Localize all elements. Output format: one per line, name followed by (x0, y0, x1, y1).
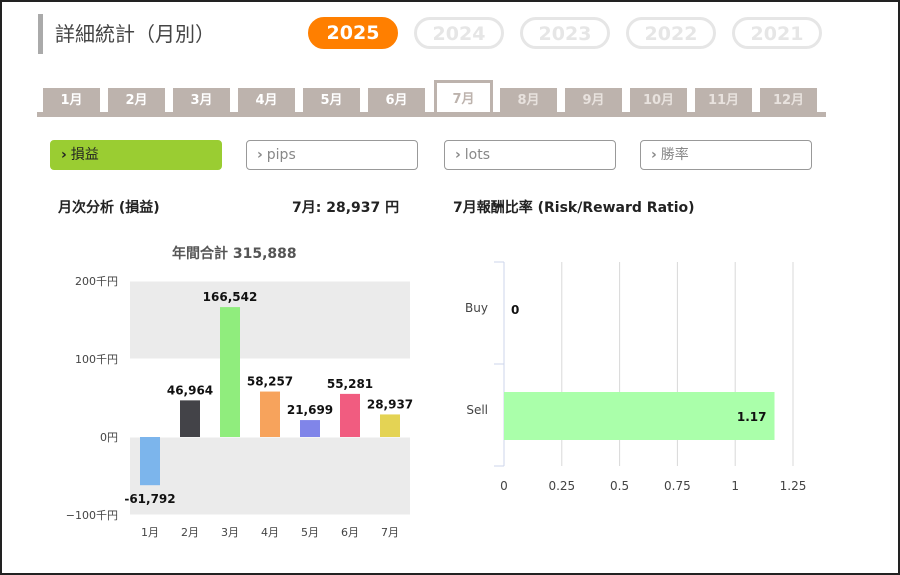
month-tab-1[interactable]: 1月 (43, 88, 100, 114)
month-tab-11[interactable]: 11月 (695, 88, 752, 114)
annual-total: 年間合計 315,888 (172, 246, 297, 262)
year-tab-2022[interactable]: 2022 (626, 17, 716, 49)
chevron-right-icon: › (257, 147, 263, 163)
month-tab-2[interactable]: 2月 (108, 88, 165, 114)
chevron-right-icon: › (651, 147, 657, 163)
monthly-analysis-heading: 月次分析 (損益) (58, 200, 160, 216)
chevron-right-icon: › (455, 147, 461, 163)
year-tab-2024[interactable]: 2024 (414, 17, 504, 49)
metric-label: 勝率 (660, 147, 689, 163)
month-tab-7[interactable]: 7月 (434, 80, 493, 115)
metric-button-profit[interactable]: › 損益 (50, 140, 222, 170)
month-tab-9[interactable]: 9月 (565, 88, 622, 114)
metric-label: lots (464, 147, 491, 163)
chevron-right-icon: › (61, 147, 67, 163)
rr-heading: 7月報酬比率 (Risk/Reward Ratio) (453, 200, 695, 216)
month-tab-5[interactable]: 5月 (303, 88, 360, 114)
month-tab-8[interactable]: 8月 (500, 88, 557, 114)
month-tab-10[interactable]: 10月 (630, 88, 687, 114)
metric-button-pips[interactable]: › pips (246, 140, 418, 170)
metric-button-lots[interactable]: › lots (444, 140, 616, 170)
metric-button-winrate[interactable]: › 勝率 (640, 140, 812, 170)
month-value: 7月: 28,937 円 (292, 200, 400, 216)
month-tab-3[interactable]: 3月 (173, 88, 230, 114)
month-tab-baseline (37, 112, 826, 117)
year-tab-2023[interactable]: 2023 (520, 17, 610, 49)
year-tab-2021[interactable]: 2021 (732, 17, 822, 49)
month-tab-4[interactable]: 4月 (238, 88, 295, 114)
metric-label: pips (266, 147, 296, 163)
metric-label: 損益 (70, 147, 99, 163)
month-tab-12[interactable]: 12月 (760, 88, 817, 114)
page-title: 詳細統計（月別） (38, 14, 215, 54)
year-tab-2025[interactable]: 2025 (308, 17, 398, 49)
month-tab-6[interactable]: 6月 (368, 88, 425, 114)
